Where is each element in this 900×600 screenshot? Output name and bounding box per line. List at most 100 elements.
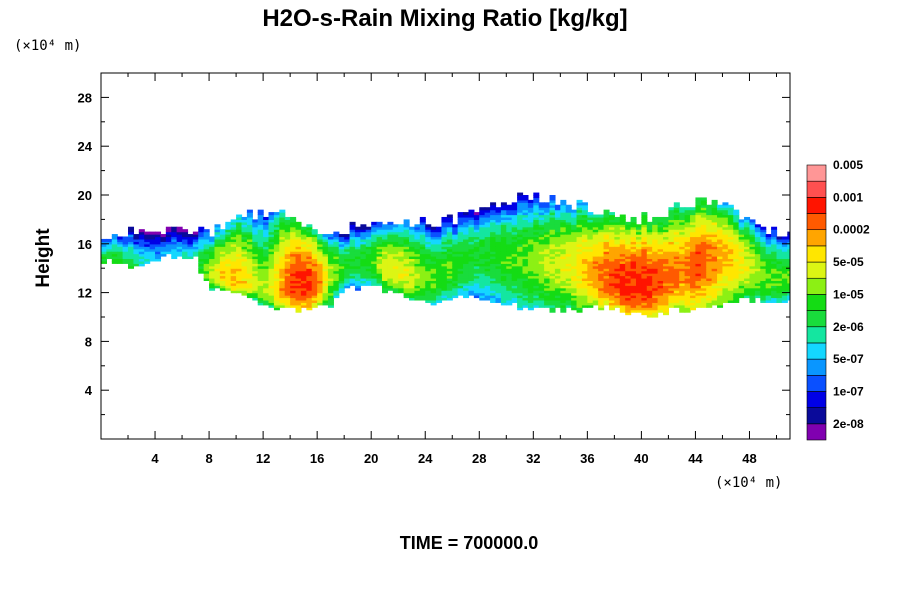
field-cell [463,273,470,277]
field-cell [668,302,675,306]
field-cell [176,231,183,235]
field-cell [219,241,226,245]
field-cell [544,270,551,274]
field-cell [338,268,345,272]
field-cell [409,260,416,264]
field-cell [571,238,578,242]
field-cell [749,224,756,228]
field-cell [338,290,345,294]
field-cell [436,241,443,245]
field-cell [727,229,734,233]
colorbar-swatch [806,326,827,344]
field-cell [760,285,767,289]
field-cell [268,216,275,220]
field-cell [630,221,637,225]
colorbar-swatch [806,164,827,182]
field-cell [554,256,561,260]
field-cell [571,219,578,223]
field-cell [257,212,264,216]
field-cell [560,219,567,223]
field-cell [279,263,286,267]
field-cell [646,246,653,250]
field-cell [684,216,691,220]
field-cell [327,280,334,284]
field-cell [241,277,248,281]
field-cell [506,243,513,247]
field-cell [511,207,518,211]
field-cell [598,285,605,289]
field-cell [652,241,659,245]
field-cell [679,297,686,301]
field-cell [500,297,507,301]
field-cell [717,241,724,245]
field-cell [236,229,243,233]
field-cell [711,219,718,223]
field-cell [382,256,388,260]
field-cell [490,268,497,272]
field-cell [619,307,626,311]
field-cell [560,277,567,281]
field-cell [225,275,232,279]
field-cell [663,280,670,284]
field-cell [165,229,172,233]
field-cell [668,212,675,216]
field-cell [668,221,675,225]
field-cell [765,282,772,286]
field-cell [300,248,307,252]
field-cell [754,234,761,238]
field-cell [463,295,470,299]
field-cell [246,265,253,269]
field-cell [738,275,745,279]
field-cell [706,273,713,277]
field-cell [327,258,334,262]
field-cell [290,302,297,306]
field-cell [765,280,772,284]
field-cell [500,226,507,230]
field-cell [538,280,545,284]
field-cell [500,202,507,206]
field-cell [473,287,480,291]
field-cell [273,212,280,216]
field-cell [338,246,345,250]
field-cell [608,304,615,308]
field-cell [252,226,259,230]
field-cell [306,292,313,296]
field-cell [457,253,464,257]
field-cell [544,277,551,281]
field-cell [430,236,437,240]
field-cell [306,253,313,257]
field-cell [754,260,761,264]
field-cell [306,263,313,267]
field-cell [592,270,599,274]
field-cell [695,243,702,247]
field-cell [733,297,740,301]
field-cell [744,268,751,272]
field-cell [652,216,659,220]
field-cell [279,268,286,272]
field-cell [327,251,334,255]
field-cell [771,282,778,286]
field-cell [700,295,707,299]
field-cell [630,297,637,301]
field-cell [717,258,724,262]
field-cell [322,299,329,303]
field-cell [344,263,351,267]
field-cell [668,236,675,240]
field-cell [560,229,567,233]
field-cell [668,243,675,247]
field-cell [252,275,259,279]
field-cell [214,258,221,262]
field-cell [322,268,329,272]
field-cell [263,302,270,306]
field-cell [765,268,772,272]
field-cell [322,275,329,279]
field-cell [360,231,367,235]
field-cell [414,258,421,262]
field-cell [155,231,162,235]
field-cell [727,292,734,296]
field-cell [419,216,426,220]
field-cell [295,234,302,238]
field-cell [554,209,561,213]
field-cell [598,277,605,281]
field-cell [117,256,124,260]
